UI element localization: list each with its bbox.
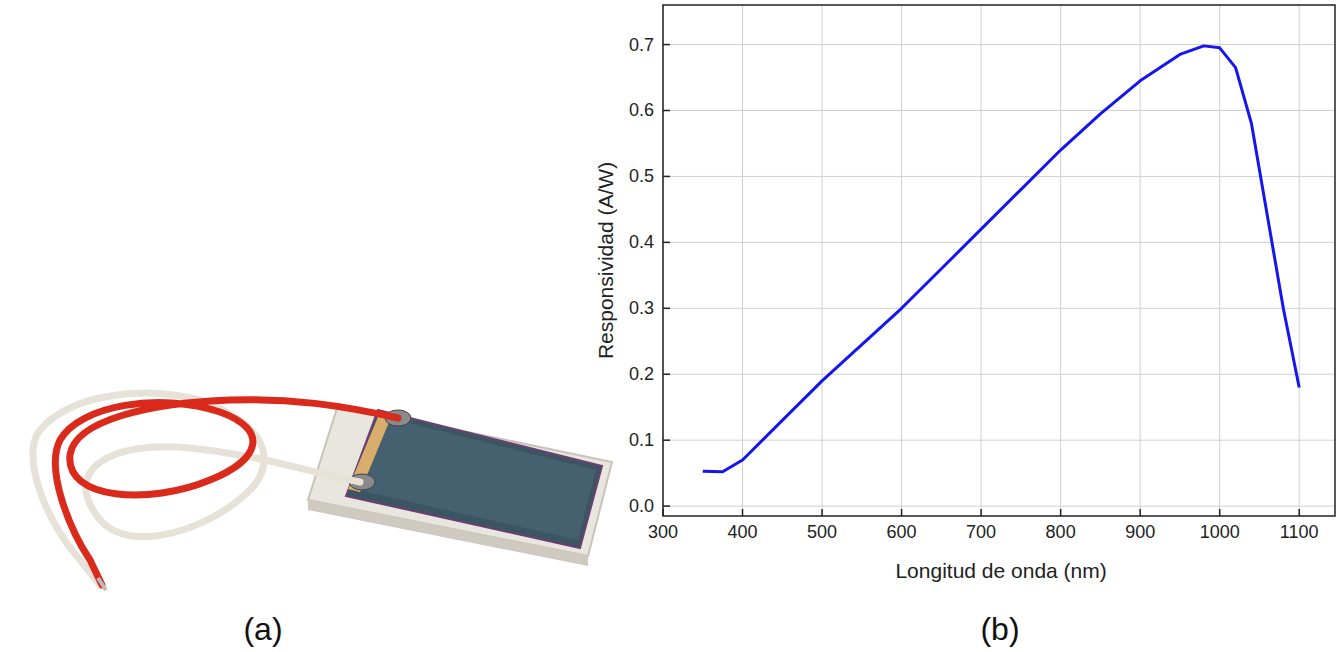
- grid-line: [1299, 5, 1300, 516]
- y-tick: [663, 176, 670, 178]
- y-tick-label: 0.1: [629, 430, 654, 450]
- panel-label: (b): [980, 611, 1019, 647]
- y-tick-label: 0.2: [629, 364, 654, 384]
- grid-line: [663, 308, 1335, 309]
- grid-line: [1219, 5, 1220, 516]
- x-tick: [1219, 509, 1221, 516]
- figure: 300 400 500 600 700 800 900 1000 1100 0.0 0.1 0.2 0.…: [0, 0, 1343, 652]
- grid-line: [663, 176, 1335, 177]
- grid-line: [663, 110, 1335, 111]
- y-tick-label: 0.4: [629, 232, 654, 252]
- x-tick-label: 500: [807, 522, 837, 542]
- y-tick: [663, 439, 670, 441]
- wire-tip: [98, 578, 106, 590]
- plot-frame: [663, 5, 1335, 516]
- x-tick: [662, 509, 664, 516]
- plot-background: [663, 5, 1335, 516]
- x-tick-label: 1000: [1200, 522, 1240, 542]
- x-tick-label: 700: [966, 522, 996, 542]
- x-tick: [980, 509, 982, 516]
- plot-area: [703, 46, 1299, 472]
- y-tick: [663, 110, 670, 112]
- x-tick-label: 600: [887, 522, 917, 542]
- x-axis-title: Longitud de onda (nm): [895, 559, 1106, 582]
- chart: 300 400 500 600 700 800 900 1000 1100 0.0 0.1 0.2 0.…: [594, 5, 1335, 582]
- grid-line: [663, 44, 1335, 45]
- grid-line: [822, 5, 823, 516]
- y-tick-label: 0.3: [629, 298, 654, 318]
- x-tick-label: 1100: [1280, 522, 1319, 542]
- y-tick: [663, 505, 670, 507]
- x-tick: [1060, 509, 1062, 516]
- grid-line: [663, 506, 1335, 507]
- grid-line: [981, 5, 982, 516]
- grid-line: [742, 5, 743, 516]
- y-axis-title: Responsividad (A/W): [594, 162, 617, 359]
- photodiode-cell: [346, 410, 602, 548]
- device-illustration: [33, 393, 612, 590]
- x-tick: [1139, 509, 1141, 516]
- y-tick-label: 0.0: [629, 496, 654, 516]
- grid-line: [1060, 5, 1061, 516]
- data-line: [703, 46, 1299, 472]
- x-tick-label: 800: [1046, 522, 1076, 542]
- grid-line: [663, 242, 1335, 243]
- y-tick-label: 0.6: [629, 100, 654, 120]
- panel-label: (a): [243, 611, 282, 647]
- red-wire: [55, 400, 398, 585]
- panel-labels: (a) (b): [243, 611, 1019, 647]
- x-tick: [821, 509, 823, 516]
- y-tick: [663, 308, 670, 310]
- x-tick-label: 400: [728, 522, 758, 542]
- y-tick: [663, 242, 670, 244]
- x-tick-label: 900: [1125, 522, 1155, 542]
- x-tick: [901, 509, 903, 516]
- y-tick: [663, 44, 670, 46]
- y-tick-label: 0.7: [629, 35, 654, 55]
- grid-line: [901, 5, 902, 516]
- x-tick: [1298, 509, 1300, 516]
- x-tick-label: 300: [648, 522, 678, 542]
- y-tick-label: 0.5: [629, 166, 654, 186]
- x-tick: [742, 509, 744, 516]
- y-tick: [663, 373, 670, 375]
- grid-line: [663, 374, 1335, 375]
- cell-surface: [358, 418, 596, 540]
